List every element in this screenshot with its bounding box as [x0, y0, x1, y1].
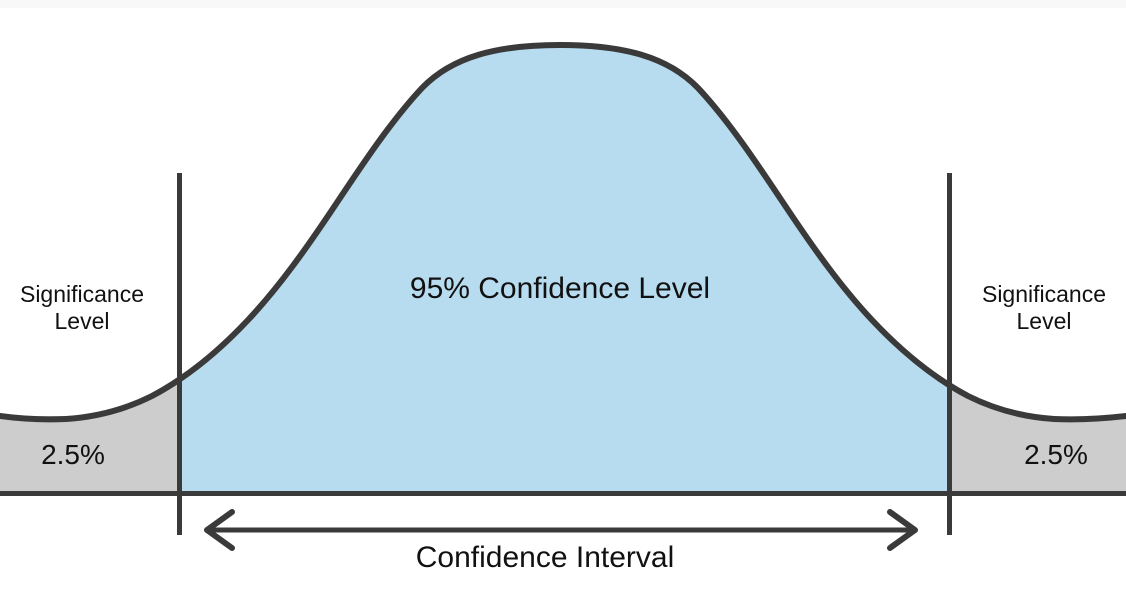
bell-curve: [0, 42, 1126, 423]
right-tail-area: [950, 385, 1126, 493]
top-strip: [0, 0, 1126, 8]
significance-level-label-right: Significance Level: [981, 281, 1107, 335]
confidence-interval-label: Confidence Interval: [415, 541, 675, 574]
tail-percentage-label-right: 2.5%: [1024, 439, 1088, 470]
distribution-areas: [0, 45, 1126, 493]
significance-level-label-left: Significance Level: [19, 281, 145, 335]
left-tail-area: [0, 45, 179, 493]
arrowhead-left-icon: [204, 509, 235, 551]
tail-percentage-label-left: 2.5%: [41, 439, 105, 470]
confidence-interval-arrow: [204, 509, 918, 551]
confidence-level-label: 95% Confidence Level: [409, 272, 711, 305]
arrowhead-right-icon: [887, 509, 918, 551]
confidence-interval-area: [179, 45, 950, 493]
